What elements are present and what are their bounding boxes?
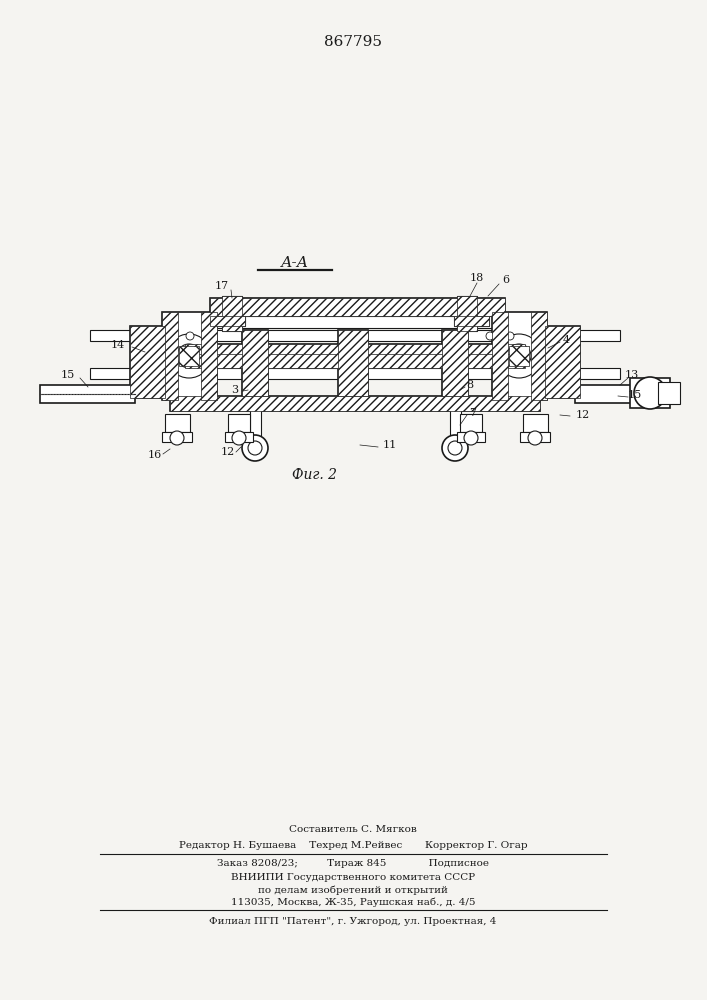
Text: 15: 15 [61, 370, 75, 380]
Text: 14: 14 [111, 340, 125, 350]
Circle shape [206, 332, 214, 340]
Bar [520, 432, 550, 442]
Text: А-А: А-А [281, 256, 309, 270]
Circle shape [444, 377, 466, 399]
Bar [442, 330, 468, 396]
Text: Филиал ПГП "Патент", г. Ужгород, ул. Проектная, 4: Филиал ПГП "Патент", г. Ужгород, ул. Про… [209, 918, 497, 926]
Bar [185, 344, 525, 358]
Bar [658, 382, 680, 404]
Bar [40, 385, 135, 403]
Bar [460, 414, 482, 432]
Circle shape [449, 382, 461, 394]
Bar [201, 312, 217, 400]
Bar [457, 296, 477, 331]
Bar [338, 330, 368, 396]
Bar [222, 296, 242, 331]
Text: 867795: 867795 [324, 35, 382, 49]
Text: 6: 6 [503, 275, 510, 285]
Bar [457, 296, 477, 331]
Bar [242, 330, 268, 396]
Bar [509, 346, 529, 366]
Bar [90, 330, 620, 341]
Bar [442, 330, 468, 396]
Text: 7: 7 [469, 408, 477, 418]
Circle shape [634, 377, 666, 409]
Bar [130, 326, 165, 398]
Circle shape [506, 332, 514, 340]
Text: 8: 8 [467, 380, 474, 390]
Text: 113035, Москва, Ж-35, Раушская наб., д. 4/5: 113035, Москва, Ж-35, Раушская наб., д. … [230, 897, 475, 907]
Bar [185, 354, 525, 368]
Bar [162, 312, 178, 400]
Circle shape [167, 334, 211, 378]
Bar [210, 316, 245, 326]
Text: Редактор Н. Бушаева    Техред М.Рейвес       Корректор Г. Огар: Редактор Н. Бушаева Техред М.Рейвес Корр… [179, 842, 527, 850]
Bar [250, 400, 261, 442]
Bar [225, 432, 253, 442]
Bar [185, 354, 525, 368]
Bar [545, 326, 580, 398]
Text: 18: 18 [470, 273, 484, 283]
Bar [170, 396, 540, 411]
Bar [170, 396, 540, 411]
Bar [185, 316, 525, 328]
Circle shape [486, 332, 494, 340]
Text: 4: 4 [563, 335, 570, 345]
Bar [90, 368, 620, 379]
Circle shape [170, 431, 184, 445]
Text: Заказ 8208/23;         Тираж 845             Подписное: Заказ 8208/23; Тираж 845 Подписное [217, 859, 489, 868]
Text: 13: 13 [625, 370, 639, 380]
Bar [492, 312, 508, 400]
Bar [210, 298, 505, 316]
Bar [210, 298, 505, 316]
Circle shape [507, 344, 531, 368]
Bar [630, 378, 670, 408]
Circle shape [464, 431, 478, 445]
Bar [162, 312, 217, 400]
Text: по делам изобретений и открытий: по делам изобретений и открытий [258, 885, 448, 895]
Bar [523, 414, 548, 432]
Bar [454, 316, 489, 326]
Circle shape [448, 441, 462, 455]
Text: 11: 11 [383, 440, 397, 450]
Bar [185, 344, 525, 358]
Circle shape [186, 332, 194, 340]
Circle shape [528, 431, 542, 445]
Bar [454, 316, 489, 326]
Text: Фиг. 2: Фиг. 2 [293, 468, 337, 482]
Bar [222, 296, 242, 331]
Circle shape [227, 305, 237, 315]
Bar [492, 312, 547, 400]
Bar [575, 385, 665, 403]
Bar [545, 326, 580, 398]
Circle shape [462, 305, 472, 315]
Bar [531, 312, 547, 400]
Bar [130, 326, 165, 398]
Bar [457, 432, 485, 442]
Circle shape [248, 441, 262, 455]
Text: 3: 3 [231, 385, 238, 395]
Text: 12: 12 [576, 410, 590, 420]
Circle shape [249, 382, 261, 394]
Bar [450, 400, 461, 442]
Circle shape [244, 377, 266, 399]
Bar [165, 414, 190, 432]
Bar [179, 346, 199, 366]
Circle shape [242, 435, 268, 461]
Circle shape [442, 435, 468, 461]
Circle shape [177, 344, 201, 368]
Circle shape [497, 334, 541, 378]
Bar [210, 316, 245, 326]
Text: 12: 12 [221, 447, 235, 457]
Circle shape [232, 431, 246, 445]
Text: Составитель С. Мягков: Составитель С. Мягков [289, 826, 417, 834]
Bar [242, 330, 268, 396]
Bar [338, 330, 368, 396]
Bar [228, 414, 250, 432]
Text: 17: 17 [215, 281, 229, 291]
Bar [162, 432, 192, 442]
Text: 16: 16 [148, 450, 162, 460]
Text: ВНИИПИ Государственного комитета СССР: ВНИИПИ Государственного комитета СССР [231, 874, 475, 882]
Text: 15: 15 [628, 390, 642, 400]
